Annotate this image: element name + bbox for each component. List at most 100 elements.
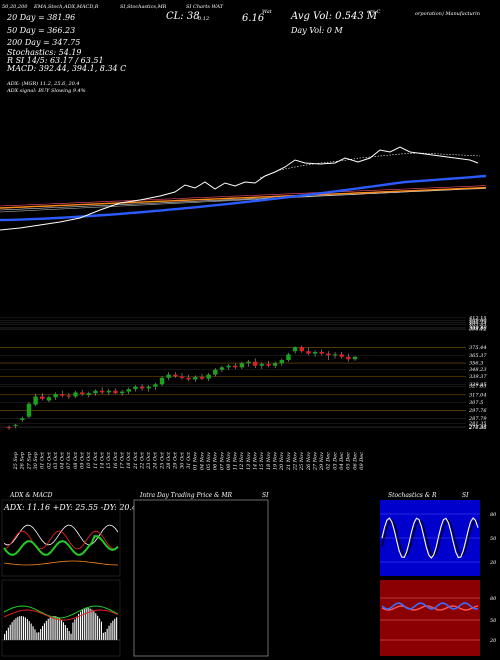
macd-hist-bar (55, 616, 57, 640)
macd-hist-bar (104, 631, 106, 640)
date-tick: 18 Nov (266, 452, 272, 470)
macd-hist-bar (99, 618, 101, 640)
candle-body (159, 377, 165, 385)
price-sup: Wat (262, 9, 272, 15)
intraday-panel (133, 499, 269, 657)
price-level-label: 365.37 (469, 353, 487, 359)
macd-hist-bar (114, 618, 116, 640)
avg-vol: Avg Vol: 0.543 M (291, 11, 378, 22)
macd-hist-bar (64, 625, 66, 640)
candle-body (279, 360, 285, 364)
date-tick: 22 Oct (139, 451, 145, 470)
candle-body (53, 394, 58, 398)
date-tick: 26 Sep (20, 451, 26, 470)
macd-hist-bar (53, 616, 55, 640)
adx-values: ADX: 11.16 +DY: 25.55 -DY: 20.42 (4, 503, 143, 512)
ema-band-line (0, 188, 487, 211)
stoch: Stochastics: 54.19 (7, 48, 82, 57)
candle-body (312, 351, 318, 354)
date-tick: 29 Nov (319, 452, 325, 471)
candle-body (146, 386, 151, 389)
macd-hist-bar (21, 616, 23, 640)
candle-body (106, 390, 112, 393)
candle-body (40, 396, 45, 399)
date-tick: 19 Nov (273, 452, 279, 470)
macd-hist-bar (23, 616, 25, 640)
macd-panel (1, 579, 121, 657)
candle-body (26, 403, 32, 417)
candle-body (99, 390, 105, 393)
candle-body (133, 386, 138, 390)
candle-body (332, 354, 338, 356)
ema-line: EMA,Stoch,ADX,MACD,R (34, 4, 99, 10)
rsi-signal-line (381, 605, 479, 611)
macd-hist-bar (97, 615, 99, 640)
price-level-label: 339.37 (469, 374, 487, 380)
macd-hist-bar (80, 611, 82, 640)
price-level-label: 375.44 (469, 345, 487, 351)
price-level-label: 406.73 (468, 320, 487, 326)
candle-body (252, 361, 258, 366)
date-tick: 01 Nov (193, 452, 199, 470)
macd-hist-bar (24, 617, 26, 640)
date-tick: 02 Oct (46, 451, 52, 469)
date-tick: 30 Oct (179, 451, 185, 469)
date-tick: 31 Oct (186, 451, 192, 469)
rsi-tick: 50 (490, 618, 497, 624)
candle-body (93, 390, 98, 394)
macd-hist-bar (76, 616, 78, 640)
macd-hist-bar (19, 616, 21, 640)
price-level-label: 327.63 (469, 384, 487, 390)
macd: MACD: 392.44, 394.1, 8.34 C (7, 64, 127, 73)
candle-body (13, 424, 18, 426)
macd-hist-bar (13, 619, 15, 640)
price-level-label: 348.23 (469, 367, 487, 373)
adx-line: ADX: (MGR) 11.2, 25.6, 20.4 (7, 81, 80, 87)
price-level-label: 297.76 (468, 408, 487, 414)
candle-body (193, 377, 198, 380)
macd-hist-bar (17, 616, 19, 640)
macd-hist-bar (40, 629, 42, 640)
macd-hist-bar (30, 623, 32, 640)
date-tick: 15 Nov (259, 452, 265, 470)
macd-hist-bar (78, 613, 80, 640)
ema200-line (0, 186, 487, 209)
price-level-label: 403.85 (468, 322, 487, 328)
date-tick: 04 Oct (60, 451, 66, 469)
ema-dotted-line (259, 152, 481, 179)
date-tick: 10 Oct (86, 451, 92, 469)
date-tick: 23 Oct (146, 451, 152, 470)
macd-hist-bar (38, 632, 40, 640)
date-tick: 26 Nov (306, 452, 312, 471)
date-tick: 03 Oct (53, 451, 59, 469)
candle-body (186, 377, 191, 380)
corp: orporation) Manufacturin (415, 11, 480, 17)
stoch-k-line (381, 517, 479, 559)
panel-title-stoch-rsi-si: SI (462, 492, 469, 499)
macd-hist-bar (112, 620, 114, 640)
date-tick: 16 Oct (113, 451, 119, 469)
date-tick: 25 Nov (299, 452, 305, 471)
date-tick: 11 Oct (93, 451, 99, 469)
stoch-tick: 80 (490, 512, 497, 518)
candle-body (66, 395, 72, 397)
stoch-tick: 50 (490, 536, 497, 542)
price-level-label: 317.04 (469, 392, 487, 398)
date-tick: 09 Oct (80, 451, 86, 469)
date-tick: 21 Nov (286, 452, 292, 471)
date-tick: 08 Nov (226, 452, 232, 470)
macd-hist-bar (91, 609, 93, 640)
adx-panel (1, 499, 121, 577)
cl-label: CL: 38 (166, 11, 200, 22)
macd-hist-bar (62, 622, 64, 640)
price-level-label: 329.85 (469, 382, 487, 388)
rsi-tick: 20 (489, 638, 497, 644)
candle-body (20, 418, 25, 420)
date-tick: 25 Oct (159, 451, 165, 470)
candle-body (239, 363, 245, 368)
date-tick: 09 Dec (359, 452, 365, 470)
candle-body (166, 374, 171, 378)
macd-hist-bar (15, 618, 17, 640)
candle-body (246, 361, 251, 364)
avg-vol-sup: ers C (367, 9, 381, 15)
